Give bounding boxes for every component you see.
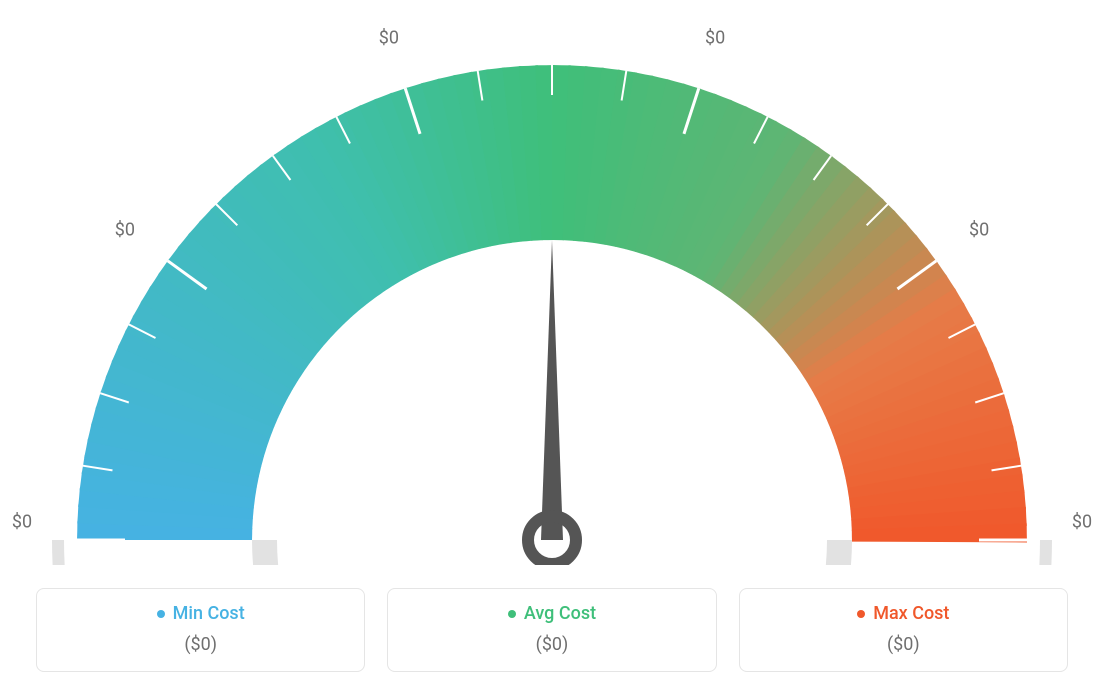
legend-max-label-text: Max Cost bbox=[873, 603, 949, 624]
gauge-tick-label: $0 bbox=[969, 219, 989, 240]
legend-avg-label-text: Avg Cost bbox=[524, 603, 596, 624]
gauge-tick-label: $0 bbox=[115, 219, 135, 240]
legend-avg-value: ($0) bbox=[398, 634, 705, 655]
legend-row: Min Cost ($0) Avg Cost ($0) Max Cost ($0… bbox=[36, 588, 1068, 673]
gauge-tick-label: $0 bbox=[1072, 512, 1092, 533]
dot-icon bbox=[857, 610, 865, 618]
legend-max-cost: Max Cost ($0) bbox=[739, 588, 1068, 673]
legend-avg-cost: Avg Cost ($0) bbox=[387, 588, 716, 673]
gauge-tick-label: $0 bbox=[705, 27, 725, 48]
legend-min-value: ($0) bbox=[47, 634, 354, 655]
gauge-tick-label: $0 bbox=[379, 27, 399, 48]
legend-max-value: ($0) bbox=[750, 634, 1057, 655]
dot-icon bbox=[157, 610, 165, 618]
gauge-svg bbox=[0, 0, 1104, 565]
dot-icon bbox=[508, 610, 516, 618]
legend-min-cost: Min Cost ($0) bbox=[36, 588, 365, 673]
legend-min-label: Min Cost bbox=[157, 603, 245, 624]
gauge-area: $0 $0 $0 $0 $0 $0 bbox=[0, 0, 1104, 565]
legend-min-label-text: Min Cost bbox=[173, 603, 245, 624]
legend-max-label: Max Cost bbox=[857, 603, 949, 624]
cost-gauge-chart: $0 $0 $0 $0 $0 $0 Min Cost ($0) Avg Cost ($0)… bbox=[0, 0, 1104, 690]
gauge-tick-label: $0 bbox=[12, 512, 32, 533]
legend-avg-label: Avg Cost bbox=[508, 603, 596, 624]
